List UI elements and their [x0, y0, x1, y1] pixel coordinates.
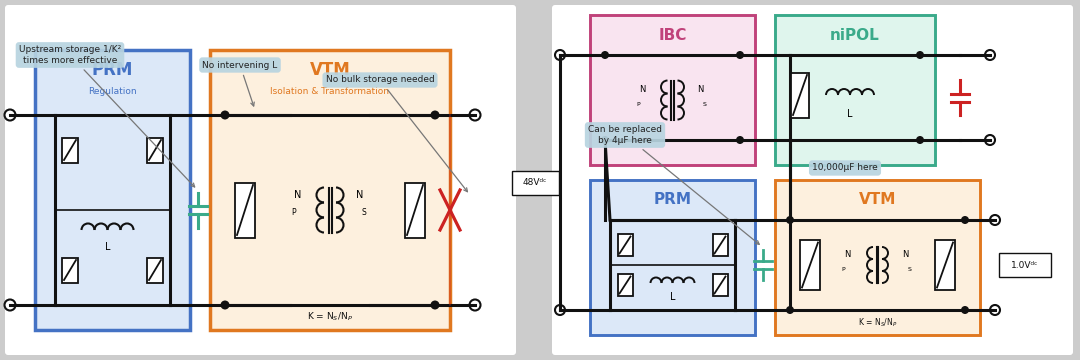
Text: PRM: PRM: [92, 61, 133, 79]
Circle shape: [600, 51, 609, 59]
Text: S: S: [703, 102, 706, 107]
Bar: [147, 138, 163, 162]
Circle shape: [220, 301, 229, 310]
Text: N: N: [639, 85, 646, 94]
Bar: [800, 240, 820, 290]
FancyBboxPatch shape: [999, 253, 1051, 277]
Text: N: N: [845, 250, 851, 259]
Bar: [713, 274, 728, 296]
FancyBboxPatch shape: [775, 15, 935, 165]
Text: 48Vᵈᶜ: 48Vᵈᶜ: [523, 178, 548, 187]
Text: L: L: [105, 242, 110, 252]
FancyBboxPatch shape: [775, 180, 980, 335]
Circle shape: [961, 306, 969, 314]
Circle shape: [786, 306, 794, 314]
Text: L: L: [847, 109, 853, 119]
Text: PRM: PRM: [653, 193, 691, 207]
FancyBboxPatch shape: [590, 15, 755, 165]
Bar: [147, 257, 163, 283]
FancyBboxPatch shape: [210, 50, 450, 330]
Text: 10,000μF here: 10,000μF here: [812, 163, 878, 172]
Text: N: N: [356, 190, 364, 200]
Text: L: L: [670, 292, 675, 302]
Text: No intervening L: No intervening L: [202, 60, 278, 106]
FancyBboxPatch shape: [552, 5, 1074, 355]
Text: Isolation & Transformation: Isolation & Transformation: [270, 87, 390, 96]
Text: VTM: VTM: [310, 61, 350, 79]
FancyBboxPatch shape: [35, 50, 190, 330]
Circle shape: [961, 216, 969, 224]
Text: K = N$_S$/N$_P$: K = N$_S$/N$_P$: [858, 317, 897, 329]
Circle shape: [431, 301, 440, 310]
Text: IBC: IBC: [659, 27, 687, 42]
Circle shape: [916, 51, 924, 59]
FancyBboxPatch shape: [590, 180, 755, 335]
Text: P: P: [637, 102, 640, 107]
Text: Regulation: Regulation: [89, 87, 137, 96]
Bar: [62, 257, 78, 283]
Circle shape: [786, 216, 794, 224]
Text: Can be replaced
by 4μF here: Can be replaced by 4μF here: [588, 125, 759, 244]
Bar: [713, 234, 728, 256]
Bar: [62, 138, 78, 162]
Text: S: S: [907, 267, 912, 272]
Circle shape: [431, 111, 440, 120]
Text: P: P: [841, 267, 846, 272]
FancyBboxPatch shape: [512, 171, 558, 194]
Circle shape: [600, 136, 609, 144]
Bar: [791, 72, 809, 117]
Text: Upstream storage 1/K²
times more effective: Upstream storage 1/K² times more effecti…: [18, 45, 194, 187]
Text: N: N: [698, 85, 704, 94]
Text: N: N: [902, 250, 908, 259]
Text: 1.0Vᵈᶜ: 1.0Vᵈᶜ: [1011, 261, 1039, 270]
Text: No bulk storage needed: No bulk storage needed: [326, 76, 468, 192]
Text: S: S: [362, 208, 366, 217]
Circle shape: [735, 51, 744, 59]
Circle shape: [916, 136, 924, 144]
Circle shape: [220, 111, 229, 120]
Text: niPOL: niPOL: [831, 27, 880, 42]
Bar: [405, 183, 426, 238]
Circle shape: [735, 136, 744, 144]
Bar: [618, 274, 633, 296]
Bar: [618, 234, 633, 256]
Bar: [935, 240, 955, 290]
Text: P: P: [292, 208, 296, 217]
Text: K = N$_S$/N$_P$: K = N$_S$/N$_P$: [307, 311, 353, 323]
Bar: [235, 183, 255, 238]
Text: N: N: [295, 190, 301, 200]
FancyBboxPatch shape: [5, 5, 516, 355]
Text: VTM: VTM: [859, 193, 896, 207]
